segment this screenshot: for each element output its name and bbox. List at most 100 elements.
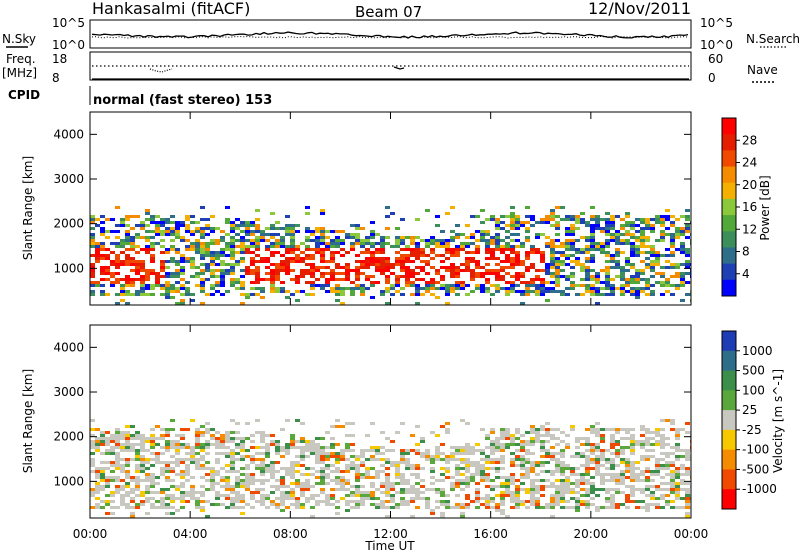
echo-cell: [105, 254, 110, 257]
echo-cell: [465, 482, 470, 485]
echo-cell: [430, 278, 435, 281]
echo-cell: [340, 254, 345, 257]
echo-cell: [380, 245, 385, 248]
echo-cell: [500, 476, 505, 479]
echo-cell: [240, 260, 245, 263]
echo-cell: [250, 269, 255, 272]
echo-cell: [205, 488, 210, 491]
echo-cell: [370, 254, 375, 257]
echo-cell: [210, 287, 215, 290]
echo-cell: [380, 500, 385, 503]
echo-cell: [625, 263, 630, 266]
echo-cell: [495, 467, 500, 470]
echo-cell: [95, 242, 100, 245]
echo-cell: [615, 266, 620, 269]
echo-cell: [125, 293, 130, 296]
echo-cell: [260, 260, 265, 263]
echo-cell: [120, 497, 125, 500]
echo-cell: [530, 485, 535, 488]
echo-cell: [565, 443, 570, 446]
echo-cell: [595, 431, 600, 434]
echo-cell: [650, 431, 655, 434]
echo-cell: [620, 437, 625, 440]
echo-cell: [345, 269, 350, 272]
echo-cell: [520, 440, 525, 443]
echo-cell: [160, 434, 165, 437]
echo-cell: [510, 461, 515, 464]
echo-cell: [560, 260, 565, 263]
echo-cell: [320, 227, 325, 230]
echo-cell: [500, 437, 505, 440]
echo-cell: [275, 251, 280, 254]
echo-cell: [130, 284, 135, 287]
echo-cell: [510, 263, 515, 266]
echo-cell: [255, 275, 260, 278]
echo-cell: [245, 488, 250, 491]
echo-cell: [370, 422, 375, 425]
echo-cell: [550, 500, 555, 503]
echo-cell: [685, 500, 690, 503]
echo-cell: [215, 470, 220, 473]
echo-cell: [180, 272, 185, 275]
echo-cell: [200, 263, 205, 266]
echo-cell: [510, 437, 515, 440]
echo-cell: [585, 470, 590, 473]
echo-cell: [100, 443, 105, 446]
echo-cell: [215, 452, 220, 455]
echo-cell: [245, 464, 250, 467]
echo-cell: [190, 233, 195, 236]
echo-cell: [140, 443, 145, 446]
echo-cell: [340, 497, 345, 500]
echo-cell: [660, 497, 665, 500]
echo-cell: [500, 245, 505, 248]
echo-cell: [320, 467, 325, 470]
echo-cell: [420, 251, 425, 254]
echo-cell: [390, 506, 395, 509]
echo-cell: [565, 248, 570, 251]
echo-cell: [570, 248, 575, 251]
echo-cell: [355, 278, 360, 281]
echo-cell: [95, 503, 100, 506]
echo-cell: [295, 260, 300, 263]
echo-cell: [245, 224, 250, 227]
echo-cell: [320, 452, 325, 455]
echo-cell: [410, 248, 415, 251]
echo-cell: [255, 230, 260, 233]
echo-cell: [280, 455, 285, 458]
echo-cell: [295, 497, 300, 500]
echo-cell: [400, 482, 405, 485]
echo-cell: [355, 473, 360, 476]
echo-cell: [245, 272, 250, 275]
echo-cell: [445, 500, 450, 503]
echo-cell: [560, 500, 565, 503]
echo-cell: [175, 497, 180, 500]
echo-cell: [370, 449, 375, 452]
echo-cell: [325, 467, 330, 470]
echo-cell: [330, 278, 335, 281]
echo-cell: [445, 467, 450, 470]
echo-cell: [135, 251, 140, 254]
echo-cell: [470, 473, 475, 476]
echo-cell: [505, 260, 510, 263]
echo-cell: [665, 455, 670, 458]
echo-cell: [230, 470, 235, 473]
echo-cell: [215, 227, 220, 230]
echo-cell: [295, 482, 300, 485]
echo-cell: [660, 233, 665, 236]
echo-cell: [320, 257, 325, 260]
echo-cell: [535, 293, 540, 296]
time-label: 16:00: [473, 527, 508, 541]
echo-cell: [335, 458, 340, 461]
echo-cell: [285, 446, 290, 449]
echo-cell: [210, 227, 215, 230]
echo-cell: [560, 269, 565, 272]
echo-cell: [265, 248, 270, 251]
echo-cell: [105, 230, 110, 233]
echo-cell: [350, 491, 355, 494]
echo-cell: [615, 443, 620, 446]
echo-cell: [190, 446, 195, 449]
echo-cell: [260, 239, 265, 242]
echo-cell: [375, 506, 380, 509]
echo-cell: [460, 506, 465, 509]
echo-cell: [250, 446, 255, 449]
